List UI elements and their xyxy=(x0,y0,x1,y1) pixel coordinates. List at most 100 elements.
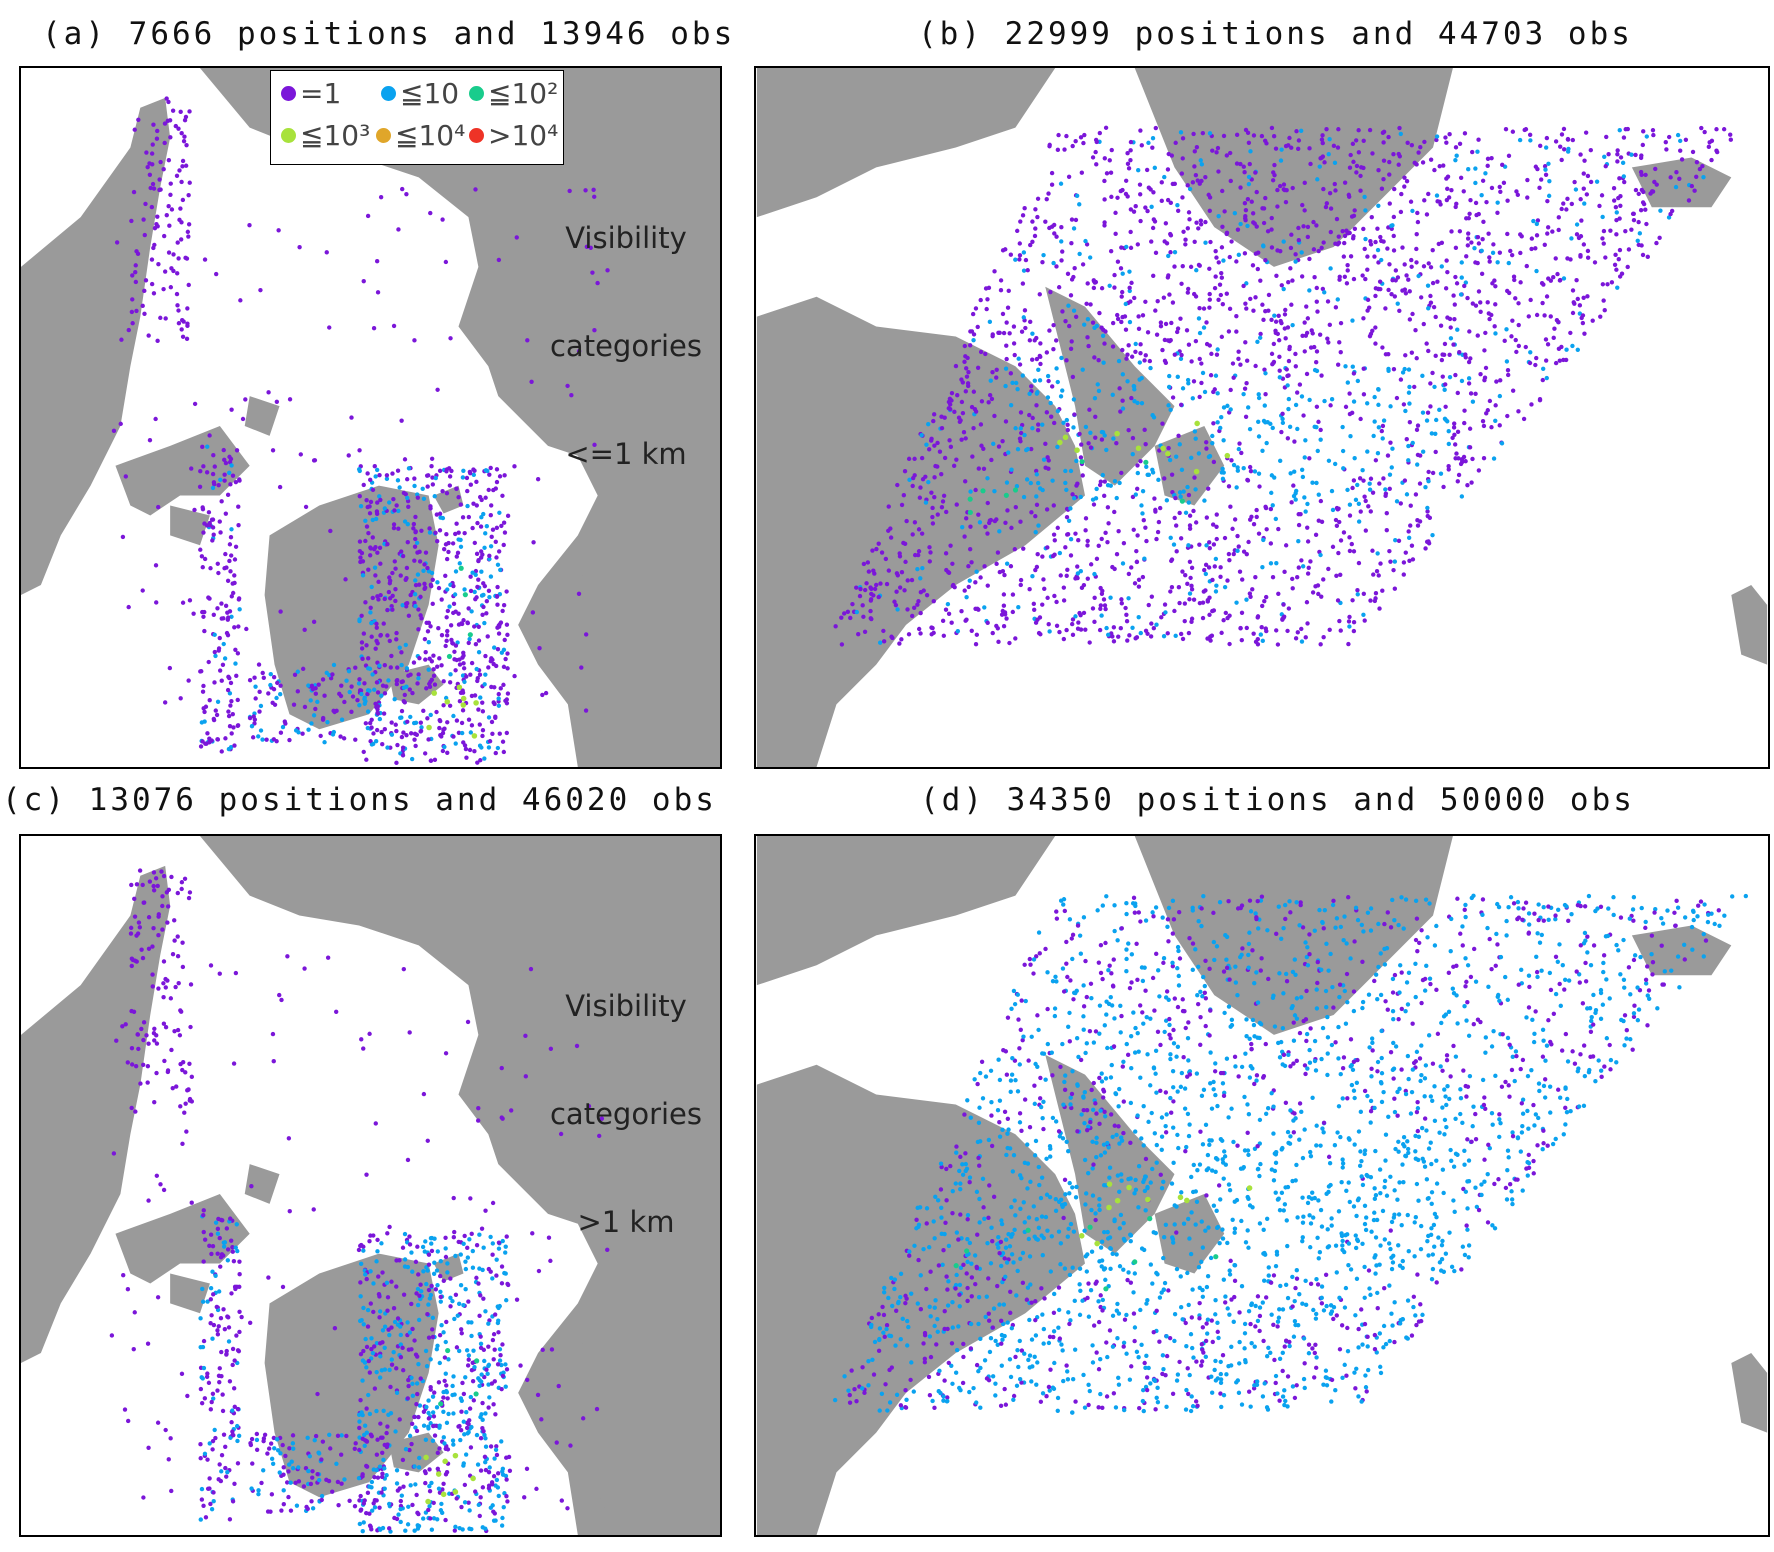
observation-dot xyxy=(1434,193,1440,198)
observation-dot xyxy=(486,1405,491,1410)
observation-dot xyxy=(1163,321,1169,327)
observation-dot xyxy=(1376,573,1381,578)
observation-dot xyxy=(1578,253,1583,258)
observation-dot xyxy=(405,1320,410,1325)
observation-dot xyxy=(274,695,279,701)
observation-dot xyxy=(303,1465,309,1471)
observation-dot xyxy=(380,742,385,747)
observation-dot xyxy=(466,1353,472,1358)
observation-dot xyxy=(435,1450,441,1456)
observation-dot xyxy=(1254,507,1259,513)
observation-dot xyxy=(1189,583,1194,589)
observation-dot xyxy=(453,1253,458,1259)
observation-dot xyxy=(1362,194,1367,200)
observation-dot xyxy=(1245,478,1251,483)
observation-dot xyxy=(919,455,925,461)
observation-dot xyxy=(129,1045,135,1051)
observation-dot xyxy=(483,1467,489,1473)
observation-dot xyxy=(253,684,258,689)
observation-dot xyxy=(346,668,352,674)
observation-dot xyxy=(1071,274,1076,280)
observation-dot xyxy=(1617,247,1623,253)
observation-dot xyxy=(1130,494,1136,500)
observation-dot xyxy=(1040,602,1045,607)
observation-dot xyxy=(1216,260,1221,265)
observation-dot xyxy=(1329,488,1335,494)
observation-dot xyxy=(200,609,205,615)
observation-dot xyxy=(395,665,400,670)
observation-dot xyxy=(490,1337,496,1343)
observation-dot xyxy=(1189,455,1194,460)
observation-dot xyxy=(1213,373,1219,378)
observation-dot xyxy=(425,565,430,571)
observation-dot xyxy=(1044,507,1050,512)
observation-dot xyxy=(214,1304,219,1310)
observation-dot xyxy=(436,1380,442,1385)
land-iceland-c xyxy=(388,1432,444,1473)
observation-dot xyxy=(1480,418,1486,424)
observation-dot xyxy=(1699,125,1704,131)
observation-dot xyxy=(291,702,297,707)
observation-dot xyxy=(1701,174,1706,180)
observation-dot xyxy=(377,663,382,668)
observation-dot xyxy=(311,1207,316,1212)
observation-dot xyxy=(1509,252,1515,258)
observation-dot xyxy=(260,670,265,676)
observation-dot xyxy=(864,581,869,586)
observation-dot xyxy=(1210,522,1216,527)
observation-dot xyxy=(1553,360,1559,366)
observation-dot xyxy=(1546,193,1552,199)
observation-dot xyxy=(388,1529,393,1534)
observation-dot xyxy=(1437,164,1442,169)
observation-dot xyxy=(376,579,381,585)
observation-dot xyxy=(1071,226,1077,231)
observation-dot xyxy=(187,109,192,114)
observation-dot xyxy=(1469,240,1474,245)
observation-dot xyxy=(1618,193,1623,199)
observation-dot xyxy=(1118,266,1124,271)
observation-dot xyxy=(1269,227,1274,232)
observation-dot xyxy=(1372,254,1377,259)
observation-dot xyxy=(125,1418,131,1424)
observation-dot xyxy=(1100,333,1106,338)
observation-dot xyxy=(216,483,221,488)
observation-dot xyxy=(1447,374,1453,380)
observation-dot xyxy=(455,550,461,556)
observation-dot xyxy=(477,722,482,727)
observation-dot xyxy=(495,1485,501,1490)
observation-dot xyxy=(260,737,265,742)
observation-dot xyxy=(474,1432,480,1438)
observation-dot xyxy=(390,471,395,476)
observation-dot xyxy=(474,503,479,508)
observation-dot xyxy=(1123,605,1128,611)
observation-dot xyxy=(228,569,233,574)
observation-dot xyxy=(1615,159,1620,164)
observation-dot xyxy=(1548,314,1553,319)
observation-dot xyxy=(1651,132,1656,138)
observation-dot xyxy=(1515,192,1521,198)
observation-dot xyxy=(1132,295,1137,301)
observation-dot xyxy=(1085,576,1090,581)
observation-dot xyxy=(1400,370,1406,375)
observation-dot xyxy=(1186,500,1192,505)
observation-dot xyxy=(1097,310,1102,316)
observation-dot xyxy=(475,760,480,765)
observation-dot xyxy=(1051,532,1057,537)
observation-dot xyxy=(505,1499,510,1504)
observation-dot xyxy=(491,1357,496,1362)
observation-dot xyxy=(1286,406,1291,412)
observation-dot xyxy=(1263,420,1268,425)
observation-dot xyxy=(935,440,940,446)
observation-dot xyxy=(201,464,206,469)
observation-dot xyxy=(964,594,969,600)
observation-dot xyxy=(1030,239,1035,244)
observation-dot xyxy=(357,617,362,622)
observation-dot xyxy=(1057,629,1062,635)
observation-dot xyxy=(406,1347,412,1352)
observation-dot xyxy=(592,194,597,199)
observation-dot xyxy=(1386,366,1391,372)
observation-dot xyxy=(139,1026,144,1032)
observation-dot xyxy=(1049,224,1055,229)
observation-dot xyxy=(1576,235,1582,241)
observation-dot xyxy=(210,1336,215,1341)
